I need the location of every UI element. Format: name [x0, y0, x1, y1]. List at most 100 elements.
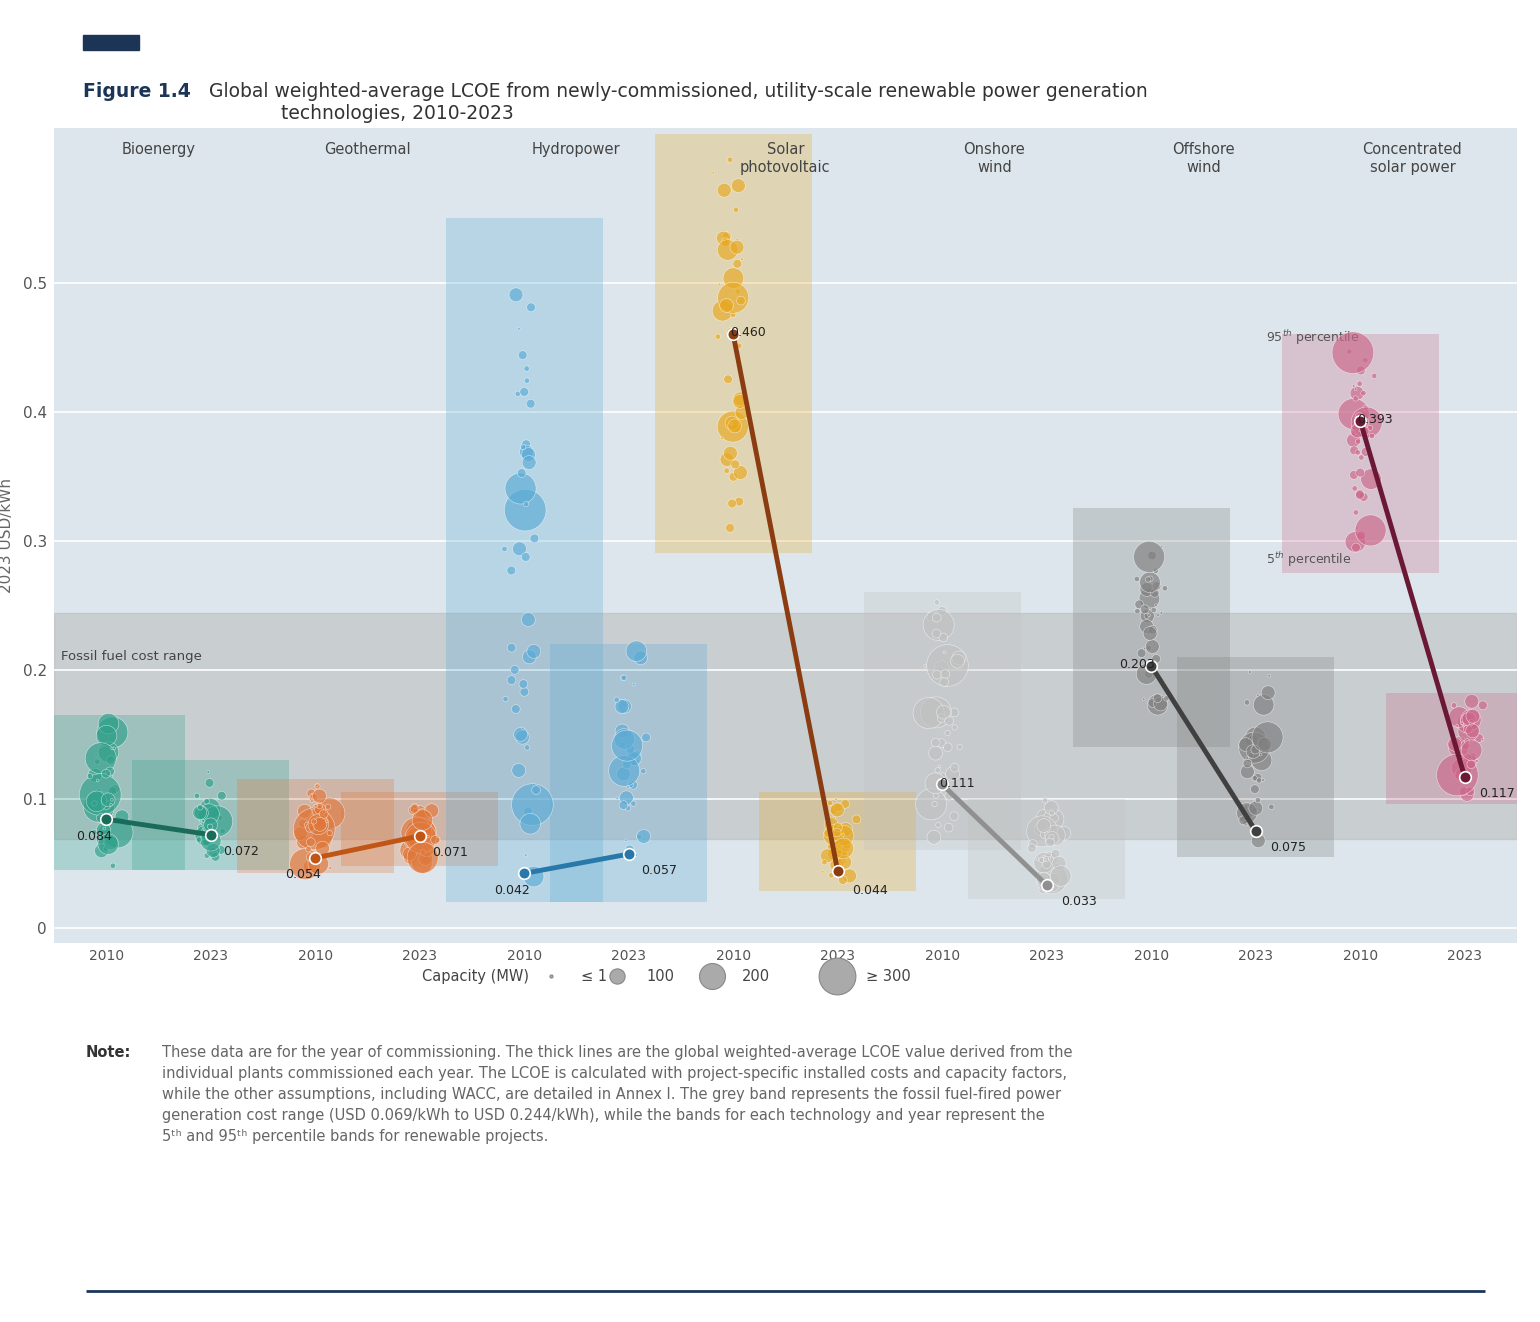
Point [946, 650, 970, 672]
Point [413, 829, 437, 850]
Point [519, 393, 544, 414]
Point [715, 449, 739, 471]
Point [815, 845, 839, 866]
Point [821, 800, 845, 821]
Point [189, 802, 214, 824]
Point [1449, 758, 1474, 779]
Point [634, 727, 659, 748]
Point [410, 853, 434, 874]
Point [403, 818, 428, 839]
Point [725, 254, 750, 275]
Text: Geothermal: Geothermal [323, 141, 411, 156]
Point [1138, 598, 1163, 619]
Point [941, 763, 966, 784]
Bar [969, 798, 1126, 899]
Point [727, 490, 752, 512]
Point [1243, 797, 1267, 818]
Point [1460, 690, 1485, 711]
Text: 0.203: 0.203 [1118, 658, 1155, 672]
Point [1235, 691, 1260, 713]
Point [1030, 879, 1055, 900]
Point [1235, 802, 1260, 824]
Point [1471, 695, 1495, 717]
Point [715, 295, 739, 316]
Point [930, 736, 955, 758]
Point [407, 825, 431, 846]
Point [505, 383, 530, 405]
Point [413, 829, 437, 850]
Point [1043, 825, 1067, 846]
Text: 200: 200 [742, 969, 770, 984]
Point [194, 791, 219, 812]
Point [306, 785, 331, 806]
Point [410, 847, 434, 869]
Point [205, 802, 229, 824]
Point [707, 274, 732, 295]
Point [94, 838, 119, 859]
Point [83, 764, 108, 785]
Point [299, 783, 323, 804]
Point [1255, 727, 1280, 748]
Point [614, 787, 639, 808]
Point [1348, 484, 1372, 505]
Point [818, 792, 842, 813]
Bar [1386, 693, 1540, 804]
Point [303, 847, 328, 869]
Point [722, 415, 747, 436]
Point [614, 698, 639, 719]
Point [924, 743, 949, 764]
Point [1358, 468, 1383, 489]
Point [408, 837, 433, 858]
Point [1041, 808, 1066, 829]
Point [513, 681, 537, 702]
Point [1029, 818, 1053, 839]
Point [728, 461, 753, 483]
Bar [237, 779, 394, 874]
Point [1451, 780, 1475, 801]
Point [604, 689, 628, 710]
Point [1243, 739, 1267, 760]
Point [1352, 420, 1377, 442]
Point [947, 648, 972, 669]
Point [197, 816, 222, 837]
Point [300, 798, 325, 820]
Point [1341, 430, 1366, 451]
Point [308, 824, 333, 845]
Point [299, 846, 323, 867]
Point [816, 822, 841, 843]
Point [205, 810, 229, 832]
Point [821, 825, 845, 846]
Point [405, 824, 430, 845]
Text: Fossil fuel cost range: Fossil fuel cost range [62, 650, 202, 664]
Point [832, 838, 856, 859]
Point [1349, 447, 1374, 468]
Text: 0.033: 0.033 [1061, 895, 1096, 908]
Point [105, 822, 129, 843]
Point [705, 327, 730, 348]
Point [721, 467, 745, 488]
Point [1344, 416, 1369, 438]
Point [722, 453, 747, 475]
Point [1344, 517, 1369, 538]
Point [1341, 375, 1366, 397]
Text: Figure 1.4: Figure 1.4 [83, 82, 191, 102]
Point [1341, 464, 1366, 485]
Point [947, 736, 972, 758]
Point [1019, 838, 1044, 859]
Point [297, 817, 322, 838]
Point [302, 787, 326, 808]
Point [1144, 648, 1169, 669]
Point [1250, 769, 1275, 791]
Point [832, 825, 856, 846]
Text: 5$^{th}$ percentile: 5$^{th}$ percentile [1266, 550, 1352, 570]
Point [1452, 714, 1477, 735]
Point [622, 674, 647, 695]
Point [1348, 420, 1372, 442]
Point [929, 732, 953, 754]
Point [1460, 747, 1485, 768]
Point [419, 800, 444, 821]
Point [825, 837, 850, 858]
Point [711, 227, 736, 249]
Point [94, 795, 119, 816]
Point [1032, 846, 1056, 867]
